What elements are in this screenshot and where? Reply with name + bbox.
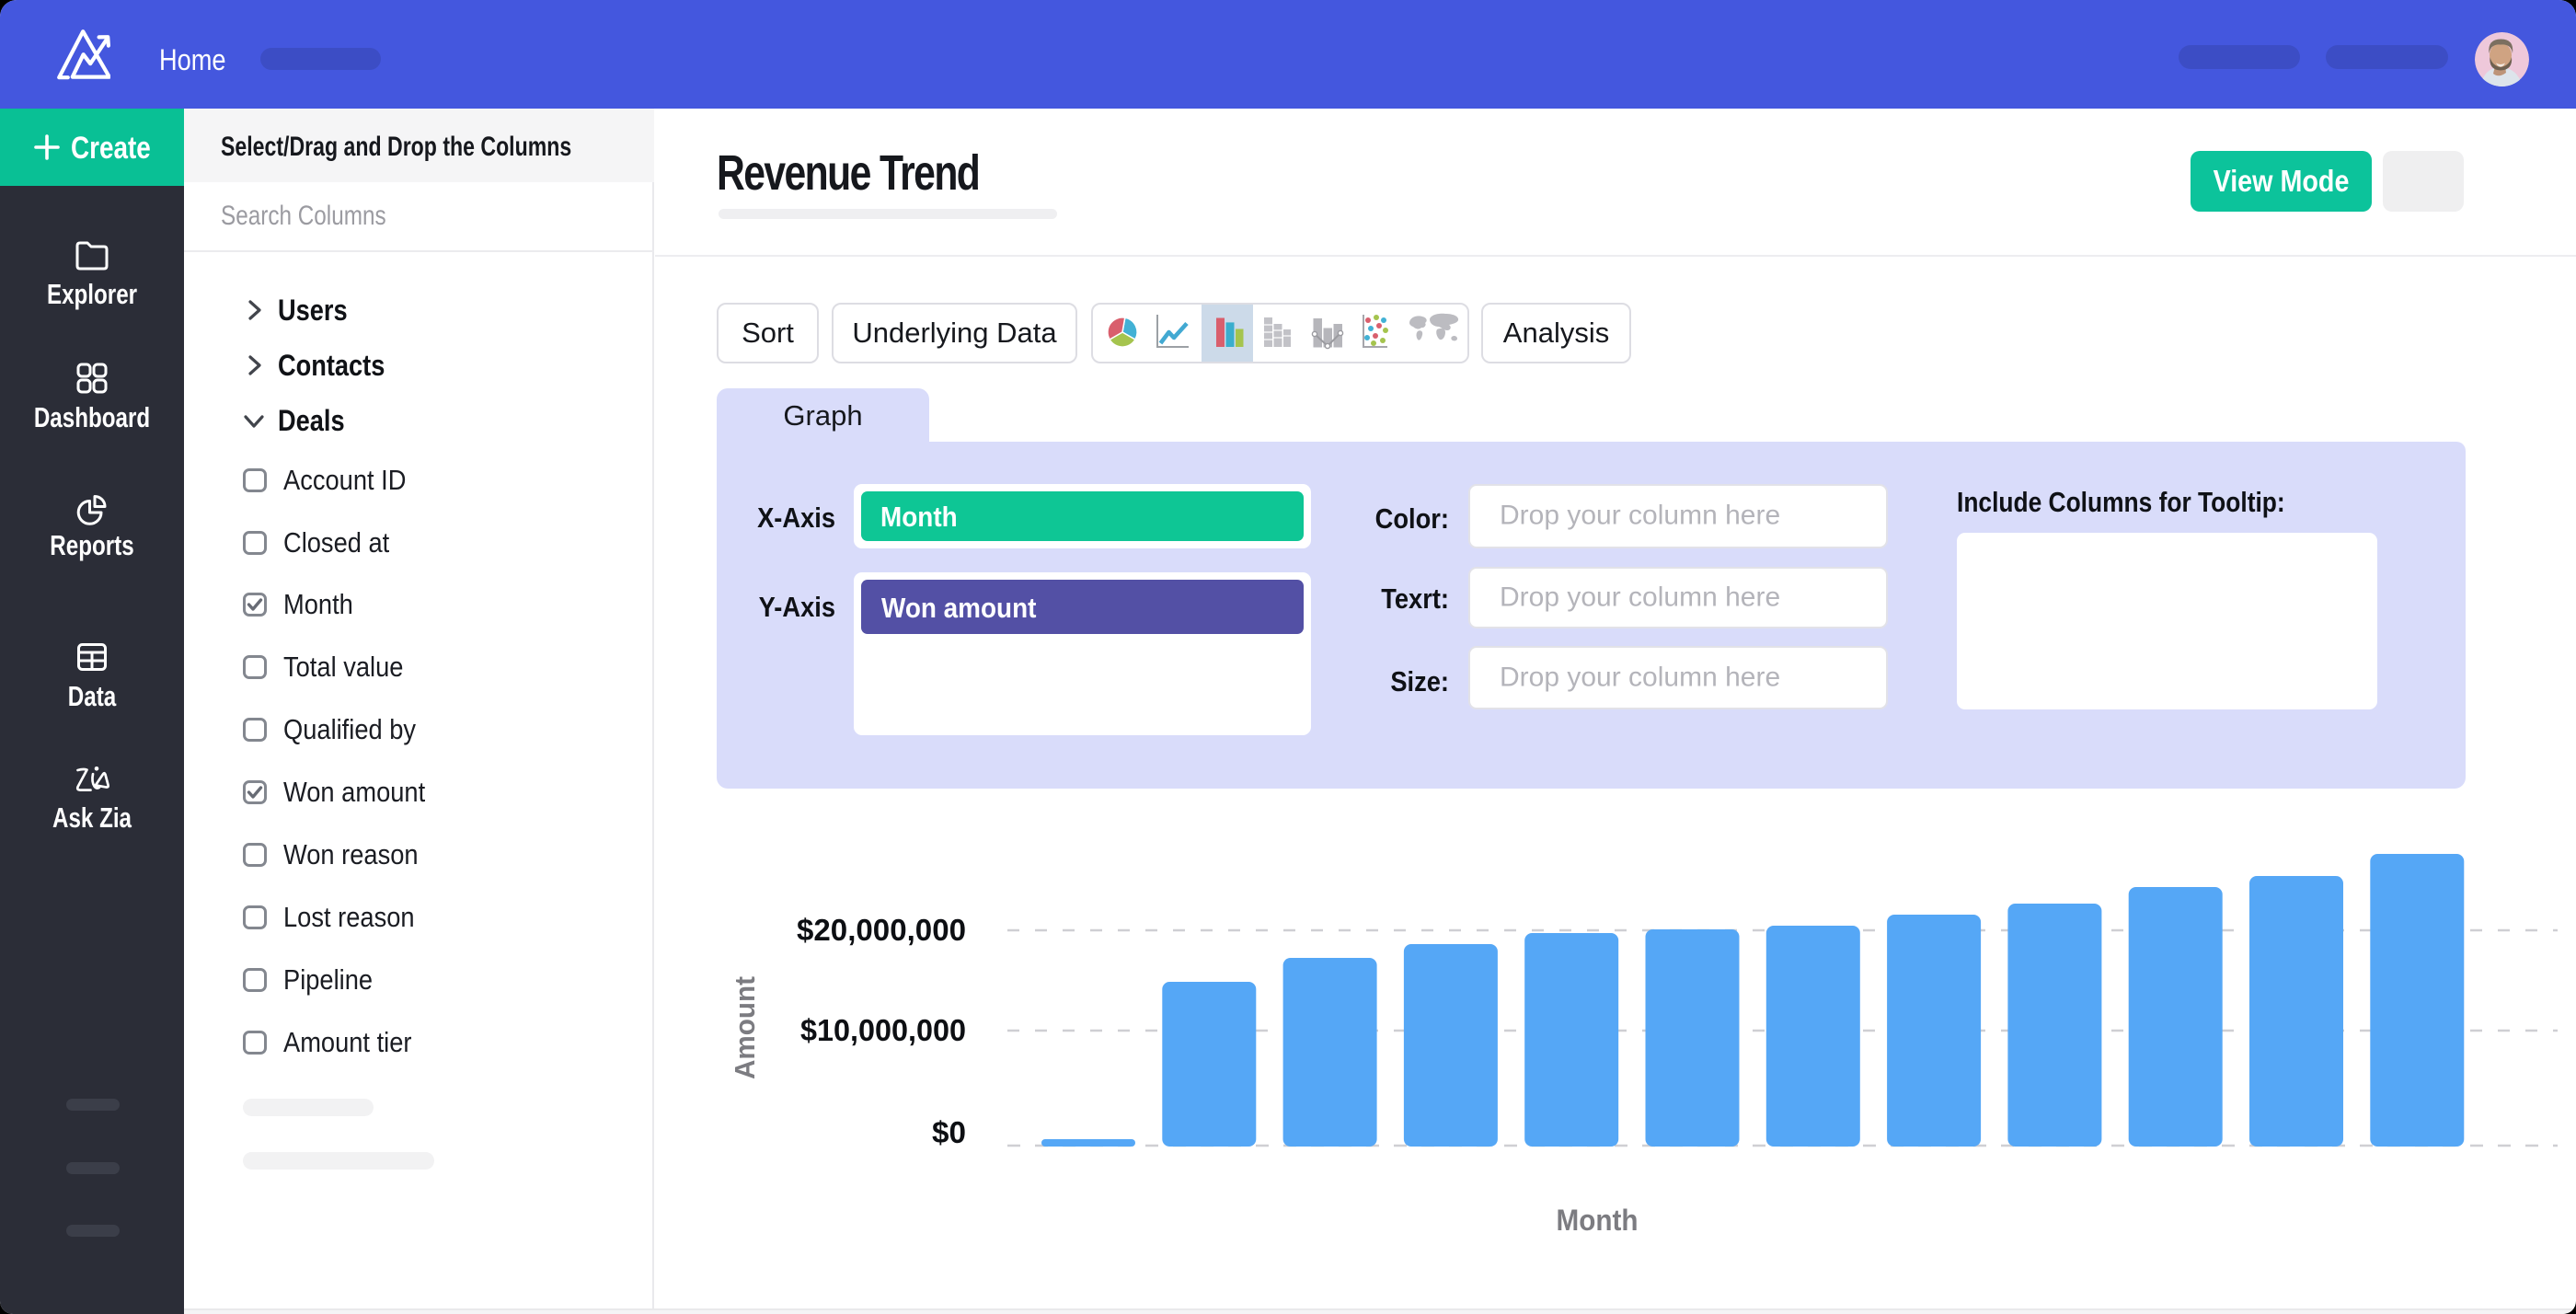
svg-text:$0: $0 bbox=[932, 1115, 966, 1149]
svg-text:Amount: Amount bbox=[729, 976, 761, 1079]
svg-text:$10,000,000: $10,000,000 bbox=[800, 1013, 966, 1047]
svg-text:Month: Month bbox=[1557, 1204, 1639, 1237]
svg-text:$20,000,000: $20,000,000 bbox=[797, 913, 966, 947]
